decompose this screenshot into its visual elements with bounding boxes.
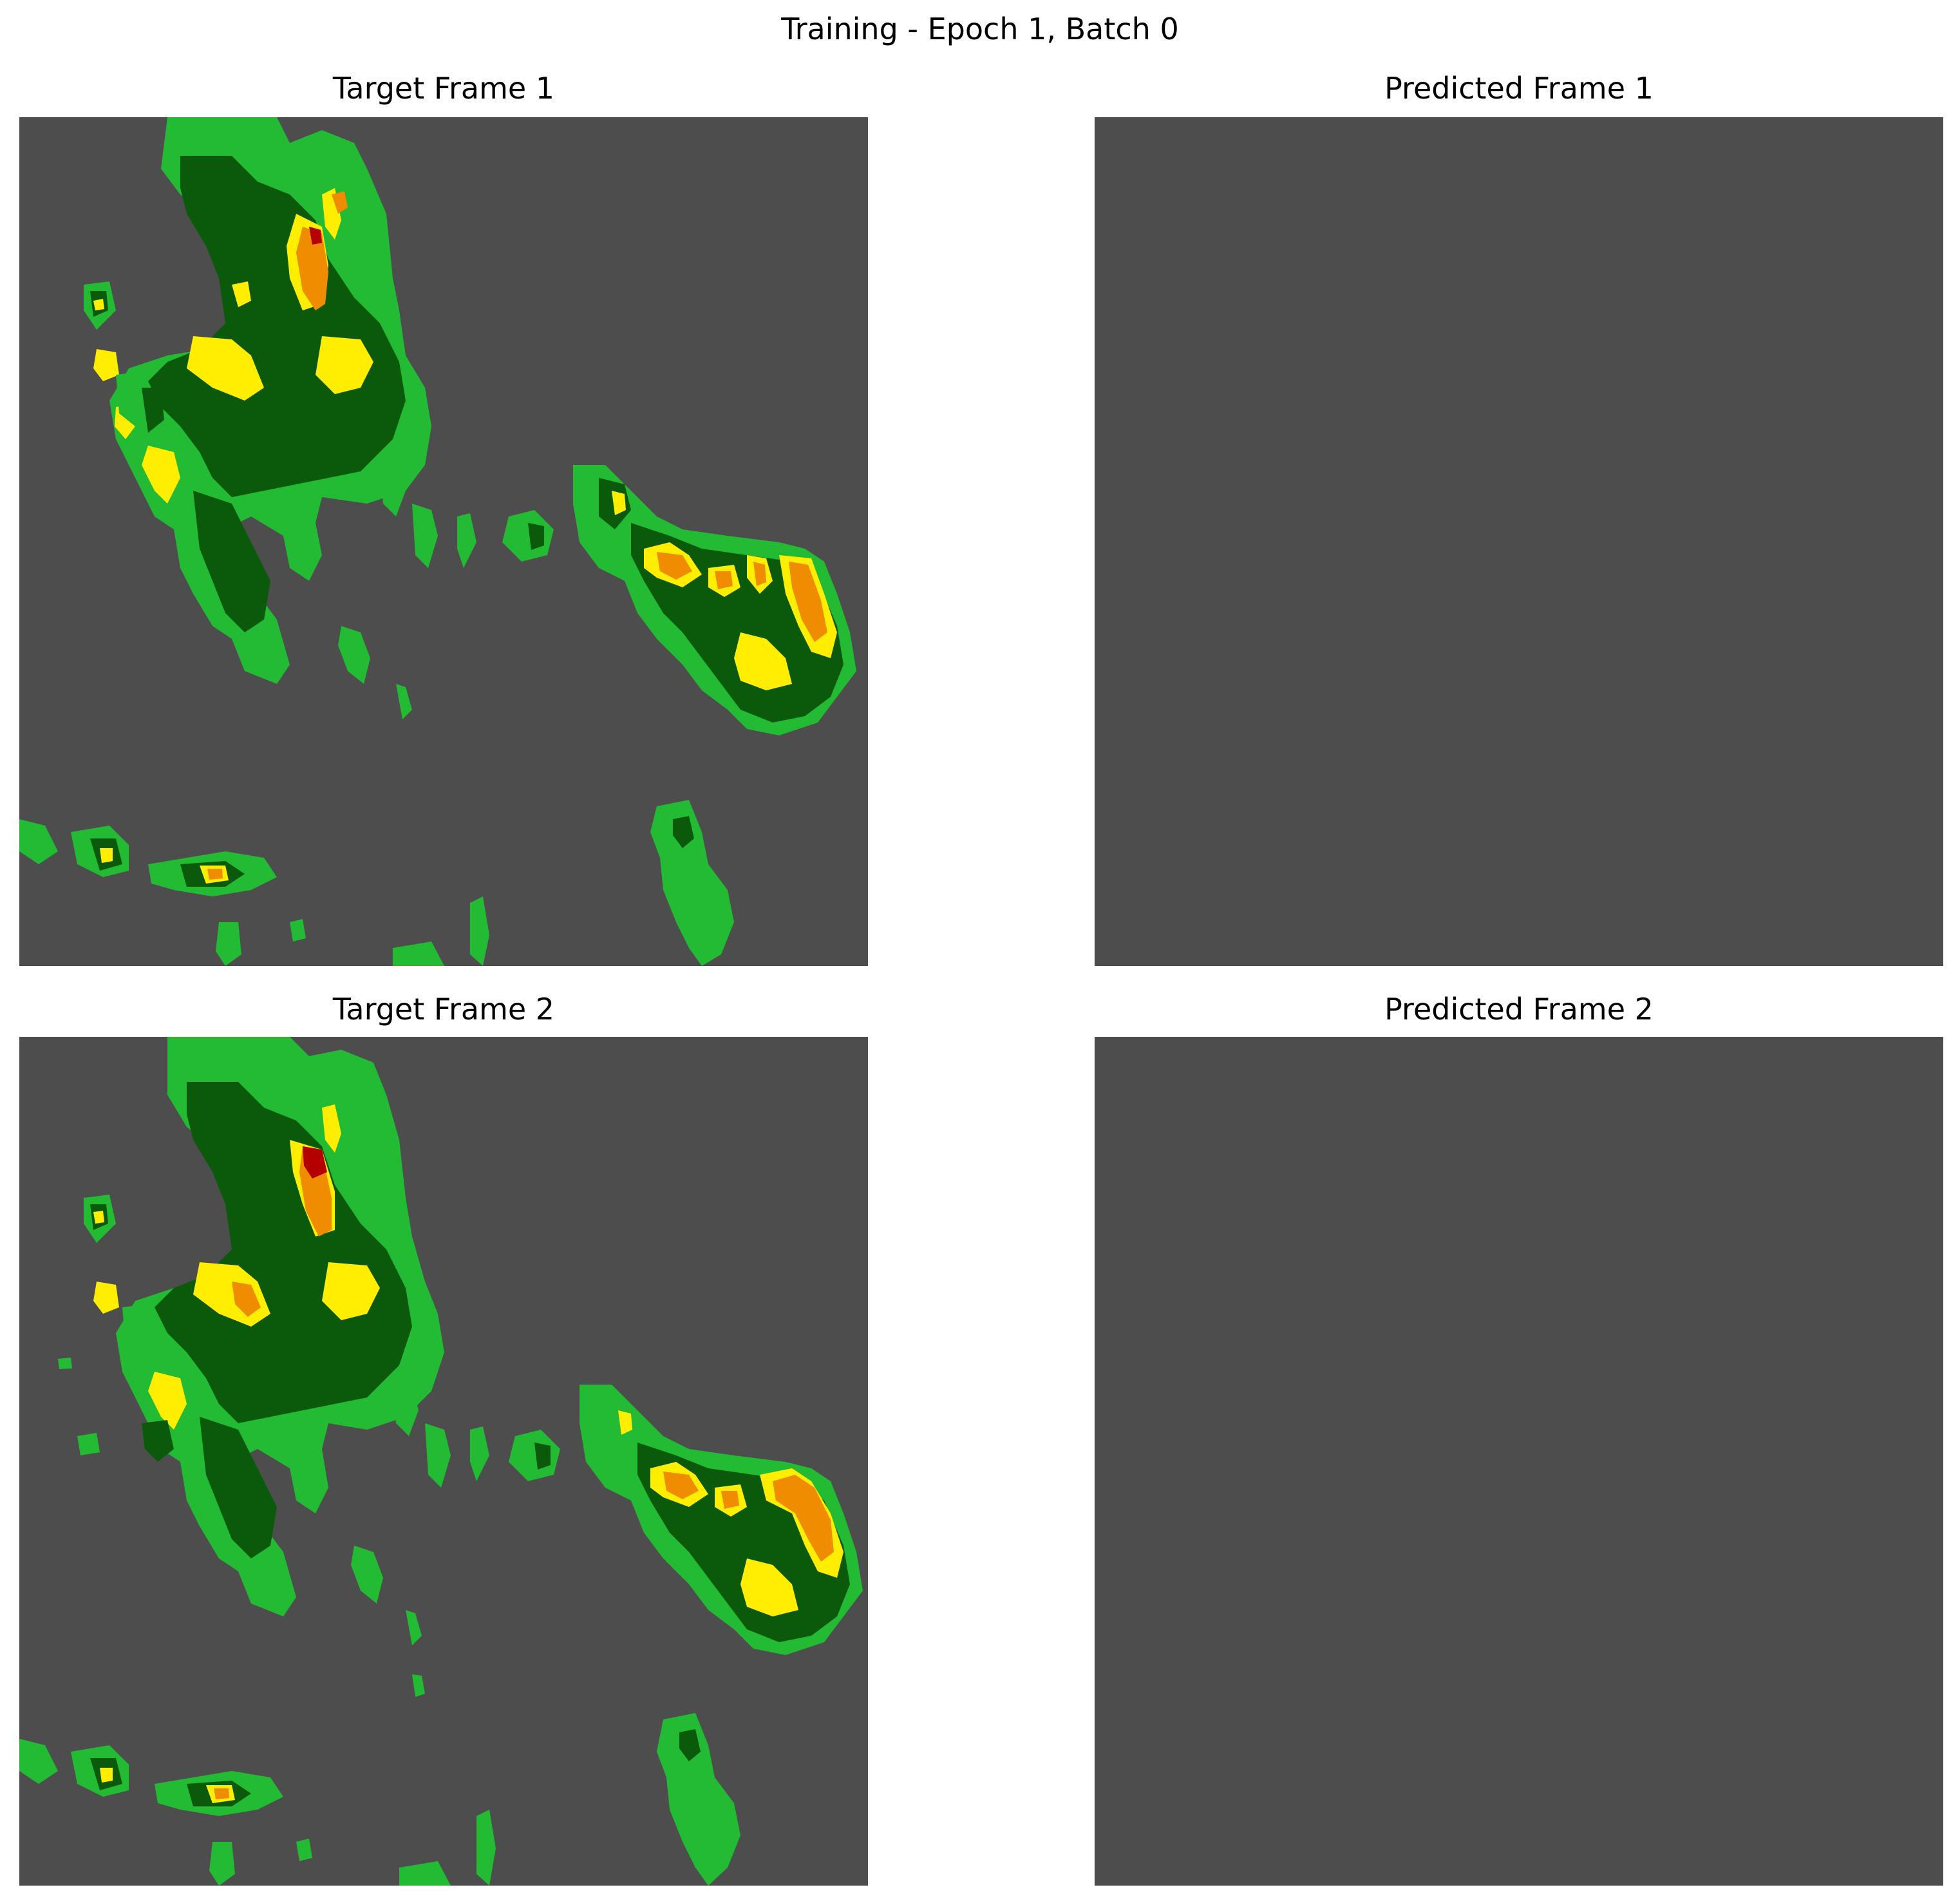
storm-cell-west-fragments [84, 281, 164, 433]
storm-cell-south-fragments [19, 1713, 740, 1886]
figure-suptitle: Training - Epoch 1, Batch 0 [781, 12, 1179, 46]
storm-cell-east-complex [580, 1385, 863, 1655]
storm-cell-nw-complex [93, 1037, 444, 1616]
storm-cell-nw-complex [93, 117, 431, 684]
storm-cell-east-complex [573, 465, 856, 735]
heatmap-predicted-frame-2 [1095, 1037, 1943, 1886]
panel-title-target-frame-1: Target Frame 1 [332, 71, 555, 106]
heatmap-predicted-frame-1-svg [1095, 117, 1943, 966]
heatmap-predicted-frame-2-svg [1095, 1037, 1943, 1886]
heatmap-target-frame-1-svg [19, 117, 868, 966]
heatmap-target-frame-2 [19, 1037, 868, 1886]
panel-title-target-frame-2: Target Frame 2 [332, 992, 555, 1027]
storm-cell-west-fragments [58, 1195, 174, 1462]
heatmap-predicted-frame-1 [1095, 117, 1943, 966]
heatmap-background [1095, 117, 1943, 966]
storm-cell-south-fragments [19, 800, 734, 966]
panel-title-predicted-frame-1: Predicted Frame 1 [1384, 71, 1654, 106]
heatmap-target-frame-2-svg [19, 1037, 868, 1886]
storm-cell-central-fragments [338, 465, 554, 719]
heatmap-background [1095, 1037, 1943, 1886]
storm-cell-central-fragments [351, 1385, 560, 1697]
heatmap-target-frame-1 [19, 117, 868, 966]
panel-title-predicted-frame-2: Predicted Frame 2 [1384, 992, 1654, 1027]
